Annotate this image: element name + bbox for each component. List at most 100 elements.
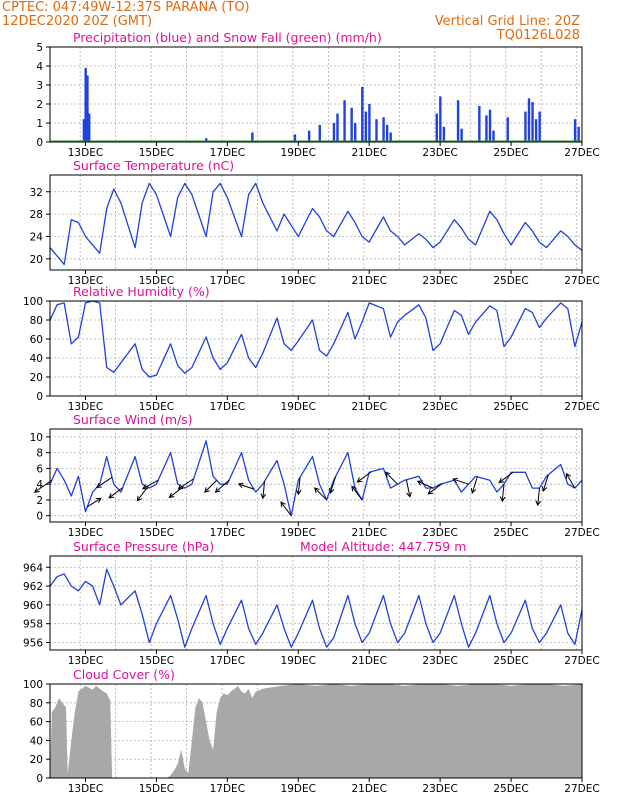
x-tick-label: 17DEC [210,655,245,667]
wind-arrow-head [452,477,459,484]
wind-arrow [357,471,372,483]
x-tick-label: 21DEC [351,401,386,413]
precip-bar [368,104,371,142]
y-tick-label: 0 [36,137,43,149]
wind-arrow-head [356,477,363,483]
wind-arrow-head [328,487,335,494]
wind-arrow-head [168,492,175,498]
x-tick-label: 23DEC [422,527,457,539]
cloud-cover-area [50,684,582,778]
panel-frame [49,300,583,397]
precip-bar [389,132,392,142]
precip-bar [364,111,368,142]
wind-arrow [565,473,576,489]
y-tick-label: 0 [36,773,43,785]
y-tick-label: 0 [36,391,43,403]
wind-arrow [428,483,443,495]
precip-bar [318,124,321,142]
y-tick-label: 958 [23,619,43,631]
x-tick-label: 13DEC [68,655,103,667]
wind-arrow [86,497,102,508]
x-tick-label: 17DEC [210,527,245,539]
wind-arrow-head [535,500,541,507]
panel-frame [49,555,583,651]
wind-arrow [204,479,218,493]
x-tick-label: 23DEC [422,783,457,795]
x-tick-label: 19DEC [281,783,316,795]
precip-bar [307,130,311,142]
precip-bar [343,100,346,142]
precip-bar [336,113,339,142]
precip-bar [435,113,438,142]
x-tick-label: 25DEC [493,147,528,159]
wind-arrow [417,480,434,489]
x-tick-label: 19DEC [281,147,316,159]
precip-bar [84,67,87,142]
x-tick-label: 15DEC [139,147,174,159]
wind-arrow-head [314,487,320,493]
precip-bar [293,134,297,142]
y-tick-label: 60 [30,717,43,729]
panel-title: Precipitation (blue) and Snow Fall (gree… [73,30,382,45]
wind-arrow [453,478,469,485]
wind-arrow-head [177,484,184,490]
panel-frame [49,683,583,779]
x-tick-label: 19DEC [281,655,316,667]
panel-frame [49,46,583,143]
x-tick-label: 19DEC [281,527,316,539]
y-tick-label: 28 [30,209,43,221]
x-tick-label: 19DEC [281,401,316,413]
precip-bar [205,138,208,142]
x-tick-label: 15DEC [139,527,174,539]
x-tick-label: 17DEC [210,147,245,159]
y-tick-label: 3 [36,80,43,92]
x-tick-label: 25DEC [493,275,528,287]
precip-bar [82,119,86,142]
precip-bar [527,98,531,142]
y-tick-label: 40 [30,353,43,365]
y-tick-label: 2 [36,495,43,507]
y-tick-label: 20 [30,254,43,266]
precip-bar [534,119,538,142]
y-tick-label: 960 [23,600,43,612]
precip-bar [478,105,481,142]
wind-arrow [215,479,230,493]
wind-arrow-head [33,487,40,493]
y-tick-label: 956 [23,637,43,649]
y-tick-label: 20 [30,372,43,384]
precip-bar [524,111,527,142]
wind-arrow-head [541,485,548,492]
panel-title: Relative Humidity (%) [73,284,210,299]
y-tick-label: 24 [30,231,44,243]
wind-arrow-head [204,487,210,493]
wind-arrow-head [108,493,115,499]
y-tick-label: 80 [30,315,43,327]
precip-bar [350,107,353,142]
precip-bar [251,132,254,142]
wind-arrow-head [280,501,286,508]
wind-arrow [471,476,478,494]
y-tick-label: 20 [30,754,43,766]
x-tick-label: 21DEC [351,655,386,667]
header-datetime: 12DEC2020 20Z (GMT) [2,14,153,29]
x-tick-label: 23DEC [422,655,457,667]
wind-arrow [142,479,159,490]
x-tick-label: 17DEC [210,783,245,795]
x-tick-label: 15DEC [139,401,174,413]
wind-arrow-head [260,493,267,500]
precip-bar [88,113,91,142]
wind-arrow [498,471,514,483]
x-tick-label: 13DEC [68,401,103,413]
wind-arrow-head [470,487,477,494]
x-tick-label: 13DEC [68,527,103,539]
precip-bar [538,111,541,142]
wind-arrow [178,478,194,490]
wind-arrow [351,486,363,501]
x-tick-label: 27DEC [564,275,599,287]
header-location: CPTEC: 047:49W-12:37S PARANA (TO) [2,0,250,15]
wind-arrow [405,479,411,497]
wind-arrow [385,471,398,485]
x-tick-label: 27DEC [564,527,599,539]
wind-arrow-head [499,496,506,503]
y-tick-label: 2 [36,99,43,111]
